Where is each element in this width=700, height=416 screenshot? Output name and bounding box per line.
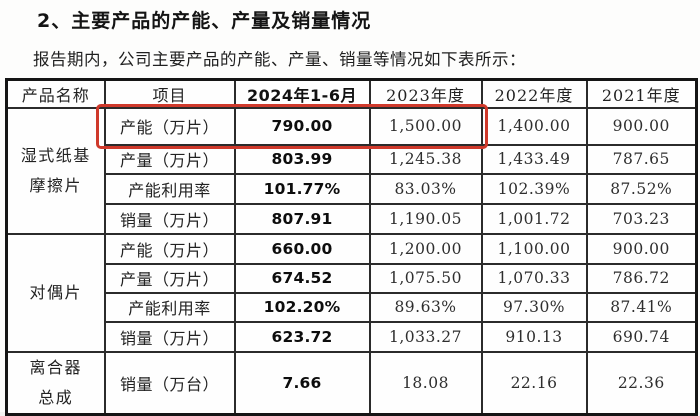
- item-label: 销量（万片）: [103, 202, 236, 235]
- product-name-mating-plate: 对偶片: [5, 232, 106, 353]
- item-label: 产能（万片）: [103, 232, 236, 265]
- value-2022: 1,070.33: [480, 262, 588, 294]
- value-2023: 1,500.00: [368, 106, 483, 146]
- value-2021: 786.72: [585, 262, 698, 294]
- value-2022: 22.16: [480, 350, 588, 415]
- table-row-capacity-mating: 对偶片 产能（万片） 660.00 1,200.00 1,100.00 900.…: [5, 232, 698, 353]
- header-2021: 2021年度: [585, 78, 698, 109]
- value-2021: 690.74: [585, 320, 698, 353]
- item-label: 销量（万台）: [103, 350, 236, 415]
- value-2024h1: 674.52: [233, 262, 371, 294]
- item-label: 销量（万片）: [103, 320, 236, 353]
- value-2022: 1,433.49: [480, 143, 588, 175]
- header-2023: 2023年度: [368, 78, 483, 109]
- header-2022: 2022年度: [480, 78, 588, 109]
- value-2021: 87.41%: [585, 291, 698, 323]
- value-2023: 1,190.05: [368, 202, 483, 235]
- value-2023: 18.08: [368, 350, 483, 415]
- value-2023: 89.63%: [368, 291, 483, 323]
- value-2021: 87.52%: [585, 172, 698, 205]
- header-row: 产品名称 项目 2024年1-6月 2023年度 2022年度 2021年度: [5, 78, 698, 109]
- table-row-output-friction: 产量（万片） 803.99 1,245.38 1,433.49 787.65: [7, 143, 698, 175]
- item-label: 产能利用率: [103, 172, 236, 205]
- value-2022: 1,400.00: [480, 106, 588, 146]
- header-2024h1: 2024年1-6月: [233, 78, 371, 109]
- value-2023: 1,033.27: [368, 320, 483, 353]
- table-row-utilization-mating: 产能利用率 102.20% 89.63% 97.30% 87.41%: [7, 291, 698, 323]
- value-2022: 910.13: [480, 320, 588, 353]
- table-row-capacity-friction: 湿式纸基 摩擦片 产能（万片） 790.00 1,500.00 1,400.00…: [5, 106, 698, 235]
- value-2023: 1,200.00: [368, 232, 483, 265]
- table-row-utilization-friction: 产能利用率 101.77% 83.03% 102.39% 87.52%: [7, 172, 698, 205]
- value-2023: 83.03%: [368, 172, 483, 205]
- value-2021: 22.36: [585, 350, 698, 415]
- item-label: 产能（万片）: [103, 106, 236, 146]
- item-label: 产能利用率: [103, 291, 236, 323]
- product-name-wet-paper-friction-plate: 湿式纸基 摩擦片: [5, 106, 106, 235]
- value-2024h1: 790.00: [233, 106, 371, 146]
- item-label: 产量（万片）: [103, 143, 236, 175]
- value-2022: 1,100.00: [480, 232, 588, 265]
- value-2024h1: 660.00: [233, 232, 371, 265]
- value-2022: 102.39%: [480, 172, 588, 205]
- table-row-output-mating: 产量（万片） 674.52 1,075.50 1,070.33 786.72: [7, 262, 698, 294]
- table-row-sales-mating: 销量（万片） 623.72 1,033.27 910.13 690.74: [7, 320, 698, 353]
- value-2022: 97.30%: [480, 291, 588, 323]
- value-2024h1: 102.20%: [233, 291, 371, 323]
- value-2024h1: 623.72: [233, 320, 371, 353]
- product-name-clutch-assembly: 离合器 总成: [5, 350, 106, 415]
- table-row-sales-clutch: 离合器 总成 销量（万台） 7.66 18.08 22.16 22.36: [5, 350, 698, 415]
- products-table: 产品名称 项目 2024年1-6月 2023年度 2022年度 2021年度 湿…: [5, 78, 698, 416]
- value-2022: 1,001.72: [480, 202, 588, 235]
- value-2023: 1,245.38: [368, 143, 483, 175]
- value-2024h1: 101.77%: [233, 172, 371, 205]
- header-product-name: 产品名称: [5, 78, 106, 109]
- value-2023: 1,075.50: [368, 262, 483, 294]
- value-2024h1: 807.91: [233, 202, 371, 235]
- intro-text: 报告期内，公司主要产品的产能、产量、销量等情况如下表所示：: [33, 50, 526, 69]
- value-2024h1: 803.99: [233, 143, 371, 175]
- item-label: 产量（万片）: [103, 262, 236, 294]
- value-2021: 703.23: [585, 202, 698, 235]
- table-row-sales-friction: 销量（万片） 807.91 1,190.05 1,001.72 703.23: [7, 202, 698, 235]
- value-2024h1: 7.66: [233, 350, 371, 415]
- value-2021: 787.65: [585, 143, 698, 175]
- value-2021: 900.00: [585, 106, 698, 146]
- section-title: 2、主要产品的产能、产量及销量情况: [37, 10, 372, 32]
- value-2021: 900.00: [585, 232, 698, 265]
- header-item: 项目: [103, 78, 236, 109]
